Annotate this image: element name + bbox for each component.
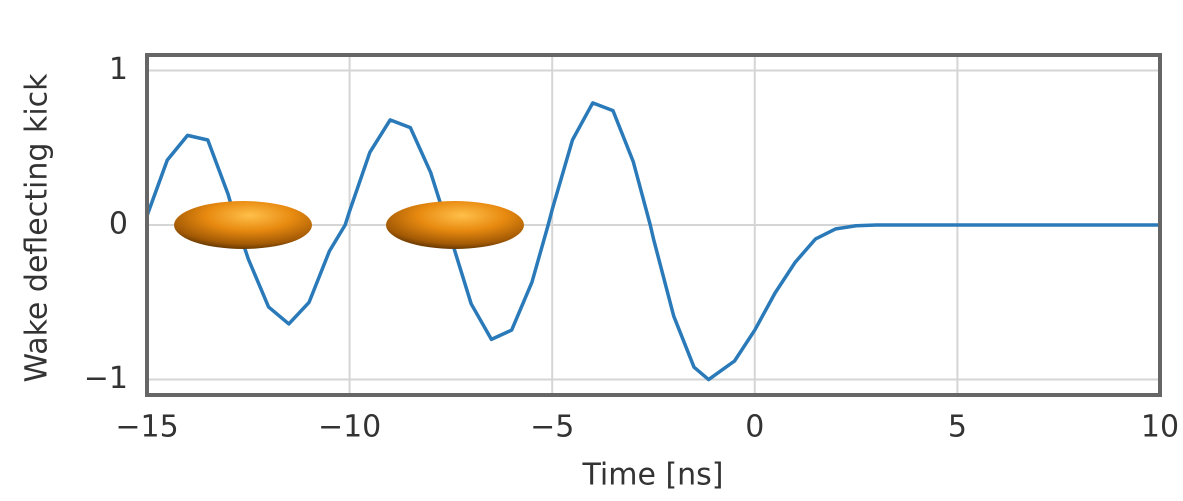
x-tick-label: −10 [318,410,381,445]
x-tick-label: 5 [948,410,967,445]
y-tick-label: 1 [109,52,128,87]
bunch [386,201,524,249]
frame [145,53,1162,397]
x-axis-title: Time [ns] [581,458,723,493]
y-axis-title: Wake deflecting kick [20,73,55,383]
line [145,101,1160,382]
x-tick-label: 0 [745,410,764,445]
x-tick-label: −15 [115,410,178,445]
x-tick-label: −5 [530,410,574,445]
y-tick-label: −1 [84,361,128,396]
bunch [174,201,312,249]
x-tick-label: 10 [1141,410,1179,445]
y-tick-label: 0 [109,207,128,242]
